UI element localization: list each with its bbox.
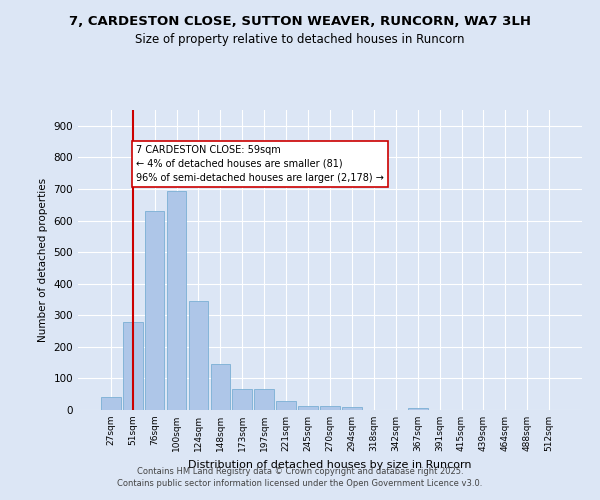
Text: 7 CARDESTON CLOSE: 59sqm
← 4% of detached houses are smaller (81)
96% of semi-de: 7 CARDESTON CLOSE: 59sqm ← 4% of detache…	[136, 144, 384, 182]
Y-axis label: Number of detached properties: Number of detached properties	[38, 178, 48, 342]
X-axis label: Distribution of detached houses by size in Runcorn: Distribution of detached houses by size …	[188, 460, 472, 469]
Text: Size of property relative to detached houses in Runcorn: Size of property relative to detached ho…	[135, 32, 465, 46]
Bar	[123, 322, 143, 410]
Bar	[298, 406, 318, 410]
Text: Contains HM Land Registry data © Crown copyright and database right 2025.
Contai: Contains HM Land Registry data © Crown c…	[118, 466, 482, 487]
Bar	[342, 407, 362, 410]
Bar	[188, 301, 208, 410]
Bar	[232, 390, 252, 410]
Bar	[211, 364, 230, 410]
Bar	[101, 398, 121, 410]
Bar	[276, 402, 296, 410]
Bar	[408, 408, 428, 410]
Bar	[320, 406, 340, 410]
Bar	[254, 390, 274, 410]
Bar	[145, 211, 164, 410]
Text: 7, CARDESTON CLOSE, SUTTON WEAVER, RUNCORN, WA7 3LH: 7, CARDESTON CLOSE, SUTTON WEAVER, RUNCO…	[69, 15, 531, 28]
Bar	[167, 190, 187, 410]
